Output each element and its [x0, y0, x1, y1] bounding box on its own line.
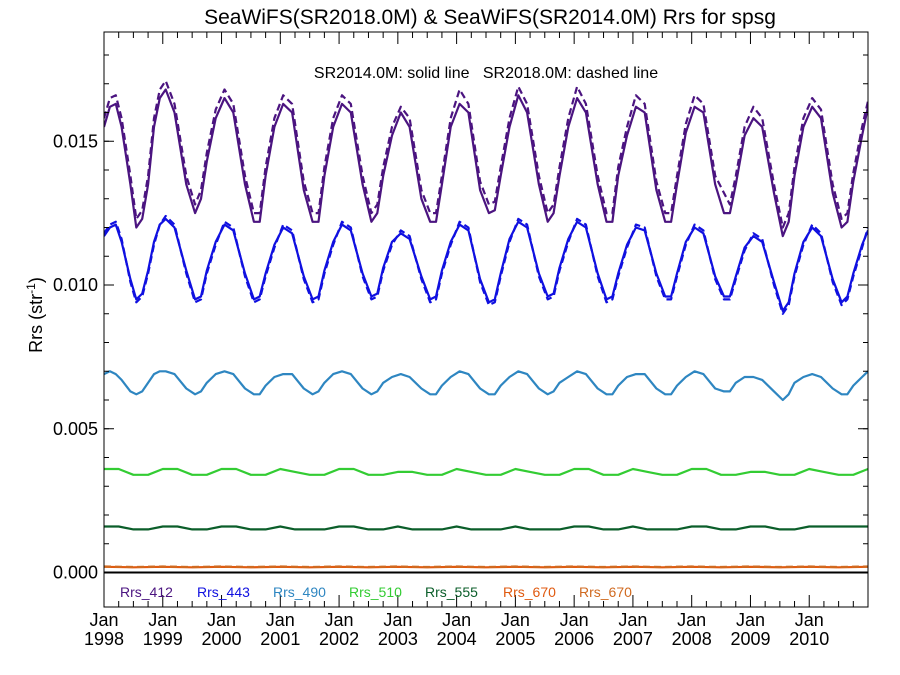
- legend-entry-6: Rrs_670: [579, 584, 632, 600]
- x-tick-year-5: 2003: [378, 629, 418, 649]
- series-line-8: [104, 565, 868, 569]
- x-tick-year-11: 2009: [730, 629, 770, 649]
- x-tick-month-11: Jan: [736, 610, 765, 630]
- legend-entry-0: Rrs_412: [120, 584, 173, 600]
- axes: 0.0000.0050.0100.015Jan1998Jan1999Jan200…: [53, 31, 869, 649]
- y-tick-label-2: 0.010: [53, 275, 98, 295]
- legend-entry-1: Rrs_443: [197, 584, 250, 600]
- y-axis-label-end: ): [26, 277, 46, 283]
- x-tick-month-3: Jan: [266, 610, 295, 630]
- y-axis-label-superscript: -1: [24, 283, 38, 294]
- x-tick-year-9: 2007: [613, 629, 653, 649]
- x-tick-year-6: 2004: [437, 629, 477, 649]
- x-tick-month-1: Jan: [148, 610, 177, 630]
- x-tick-month-8: Jan: [560, 610, 589, 630]
- plot-area: [104, 79, 868, 574]
- series-line-0: [104, 88, 868, 238]
- x-tick-month-2: Jan: [207, 610, 236, 630]
- series-line-3: [104, 214, 868, 315]
- x-tick-month-10: Jan: [677, 610, 706, 630]
- x-tick-year-12: 2010: [789, 629, 829, 649]
- legend: Rrs_412 Rrs_443 Rrs_490 Rrs_510 Rrs_555 Rrs_6…: [120, 584, 632, 600]
- legend-entry-4: Rrs_555: [425, 584, 478, 600]
- line-style-annotation: SR2014.0M: solid line SR2018.0M: dashed …: [314, 65, 658, 82]
- y-tick-label-0: 0.000: [53, 563, 98, 583]
- x-tick-year-10: 2008: [672, 629, 712, 649]
- x-tick-year-2: 2000: [202, 629, 242, 649]
- series-line-1: [104, 79, 868, 229]
- x-tick-month-5: Jan: [383, 610, 412, 630]
- series-line-5: [104, 467, 868, 476]
- series-line-6: [104, 525, 868, 531]
- y-tick-label-3: 0.015: [53, 131, 98, 151]
- x-tick-year-1: 1999: [143, 629, 183, 649]
- legend-entry-5: Rrs_670: [503, 584, 556, 600]
- chart-title: SeaWiFS(SR2018.0M) & SeaWiFS(SR2014.0M) …: [204, 6, 776, 29]
- y-axis-label-main: Rrs (str: [26, 294, 46, 353]
- series-line-4: [104, 370, 868, 402]
- x-tick-month-4: Jan: [325, 610, 354, 630]
- x-tick-month-12: Jan: [795, 610, 824, 630]
- legend-entry-2: Rrs_490: [273, 584, 326, 600]
- y-axis-label: Rrs (str-1): [24, 277, 46, 353]
- x-tick-year-7: 2005: [495, 629, 535, 649]
- x-tick-year-4: 2002: [319, 629, 359, 649]
- x-tick-month-6: Jan: [442, 610, 471, 630]
- x-tick-month-0: Jan: [89, 610, 118, 630]
- x-tick-month-7: Jan: [501, 610, 530, 630]
- x-tick-year-0: 1998: [84, 629, 124, 649]
- x-tick-year-8: 2006: [554, 629, 594, 649]
- x-tick-year-3: 2001: [260, 629, 300, 649]
- legend-entry-3: Rrs_510: [349, 584, 402, 600]
- y-tick-label-1: 0.005: [53, 419, 98, 439]
- x-tick-month-9: Jan: [618, 610, 647, 630]
